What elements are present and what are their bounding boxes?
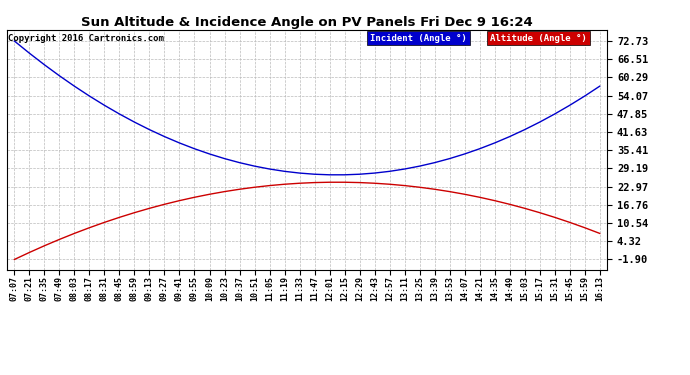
Text: Incident (Angle °): Incident (Angle °) [370, 34, 467, 43]
Text: Altitude (Angle °): Altitude (Angle °) [490, 34, 587, 43]
Text: Copyright 2016 Cartronics.com: Copyright 2016 Cartronics.com [8, 34, 164, 43]
Title: Sun Altitude & Incidence Angle on PV Panels Fri Dec 9 16:24: Sun Altitude & Incidence Angle on PV Pan… [81, 16, 533, 29]
